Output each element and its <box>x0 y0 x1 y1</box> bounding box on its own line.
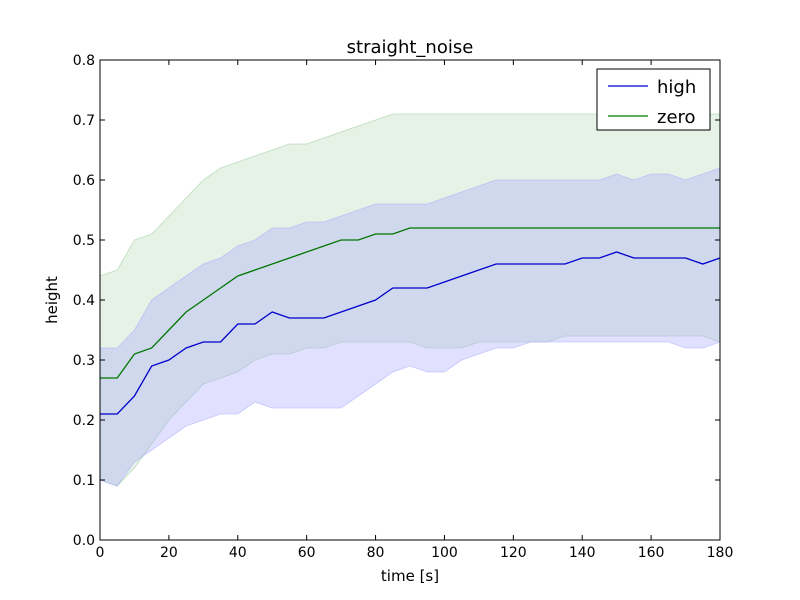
y-axis-label: height <box>43 276 61 324</box>
legend: high zero <box>596 68 711 131</box>
x-tick-label: 60 <box>298 545 316 561</box>
y-tick-label: 0.4 <box>73 293 95 309</box>
series-lines <box>100 227 721 415</box>
y-tick-label: 0.7 <box>73 113 95 129</box>
series-line-zero <box>100 227 720 379</box>
x-tick-label: 140 <box>569 545 596 561</box>
legend-box <box>596 68 711 131</box>
y-tick-label: 0.8 <box>73 53 95 69</box>
x-tick-label: 120 <box>500 545 527 561</box>
x-tick-label: 100 <box>431 545 458 561</box>
y-tick-label: 0.6 <box>73 173 95 189</box>
y-tick-label: 0.5 <box>73 233 95 249</box>
y-tick-label: 0.3 <box>73 353 95 369</box>
x-tick-label: 40 <box>229 545 247 561</box>
confidence-bands <box>99 107 721 487</box>
y-tick-label: 0.0 <box>73 533 95 549</box>
y-tick-label: 0.1 <box>73 473 95 489</box>
x-tick-label: 80 <box>367 545 385 561</box>
x-tick-label: 0 <box>96 545 105 561</box>
chart-title: straight_noise <box>347 37 474 58</box>
x-tick-label: 180 <box>707 545 734 561</box>
x-tick-label: 160 <box>638 545 665 561</box>
x-axis-ticks: 0 20 40 60 80 100 120 140 160 180 <box>96 60 734 561</box>
legend-label-high: high <box>657 77 696 98</box>
x-tick-label: 20 <box>160 545 178 561</box>
y-tick-label: 0.2 <box>73 413 95 429</box>
series-line-high <box>100 251 721 415</box>
legend-label-zero: zero <box>657 107 696 128</box>
x-axis-label: time [s] <box>381 567 439 585</box>
y-axis-ticks: 0.0 0.1 0.2 0.3 0.4 0.5 0.6 0.7 0.8 <box>73 53 720 549</box>
